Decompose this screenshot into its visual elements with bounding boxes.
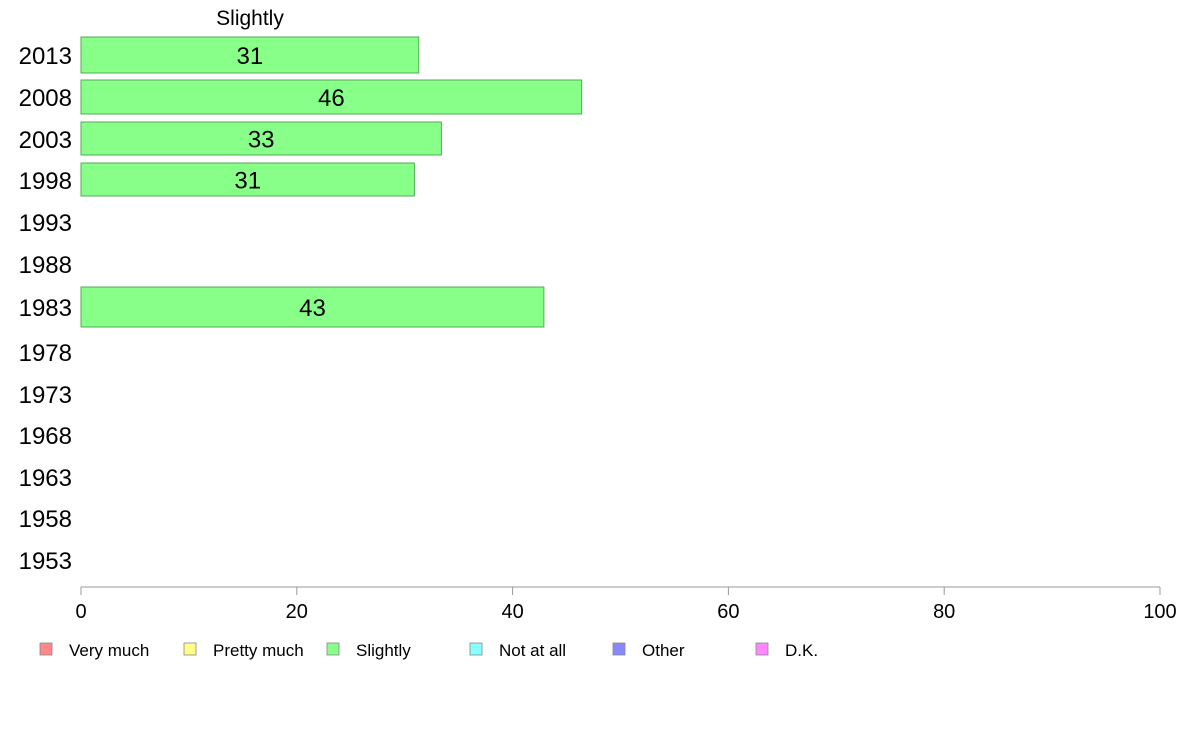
bar [80,36,420,74]
bar [80,286,545,328]
legend-swatch [183,642,197,656]
legend-label: Other [642,641,685,660]
year-label: 1998 [19,168,72,195]
bar-value-label: 31 [237,43,264,70]
year-label: 1988 [19,252,72,279]
legend-label: Slightly [356,641,411,660]
bar [80,121,442,156]
year-label: 1978 [19,340,72,367]
legend-swatch [469,642,483,656]
year-label: 1993 [19,210,72,237]
x-tick-label: 80 [933,601,955,623]
bar [80,162,415,197]
x-tick-label: 0 [75,601,86,623]
year-label: 2008 [19,85,72,112]
legend-label: Very much [69,641,149,660]
x-tick-label: 100 [1143,601,1176,623]
chart-title: Slightly [216,7,284,30]
legend-swatch [39,642,53,656]
bar-value-label: 43 [299,295,326,322]
bar [80,79,583,115]
bar-value-label: 46 [318,85,345,112]
year-label: 1973 [19,382,72,409]
year-label: 1953 [19,548,72,575]
legend-swatch [612,642,626,656]
x-tick-label: 60 [717,601,739,623]
legend-swatch [755,642,769,656]
bar-value-label: 33 [248,127,275,154]
legend-label: Not at all [499,641,566,660]
year-label: 1963 [19,465,72,492]
x-tick-label: 20 [286,601,308,623]
legend-label: Pretty much [213,641,304,660]
year-label: 1958 [19,506,72,533]
year-label: 2013 [19,43,72,70]
year-label: 1968 [19,423,72,450]
x-tick-label: 40 [501,601,523,623]
legend-label: D.K. [785,641,818,660]
year-label: 2003 [19,127,72,154]
year-label: 1983 [19,295,72,322]
legend-swatch [326,642,340,656]
bar-value-label: 31 [234,168,261,195]
